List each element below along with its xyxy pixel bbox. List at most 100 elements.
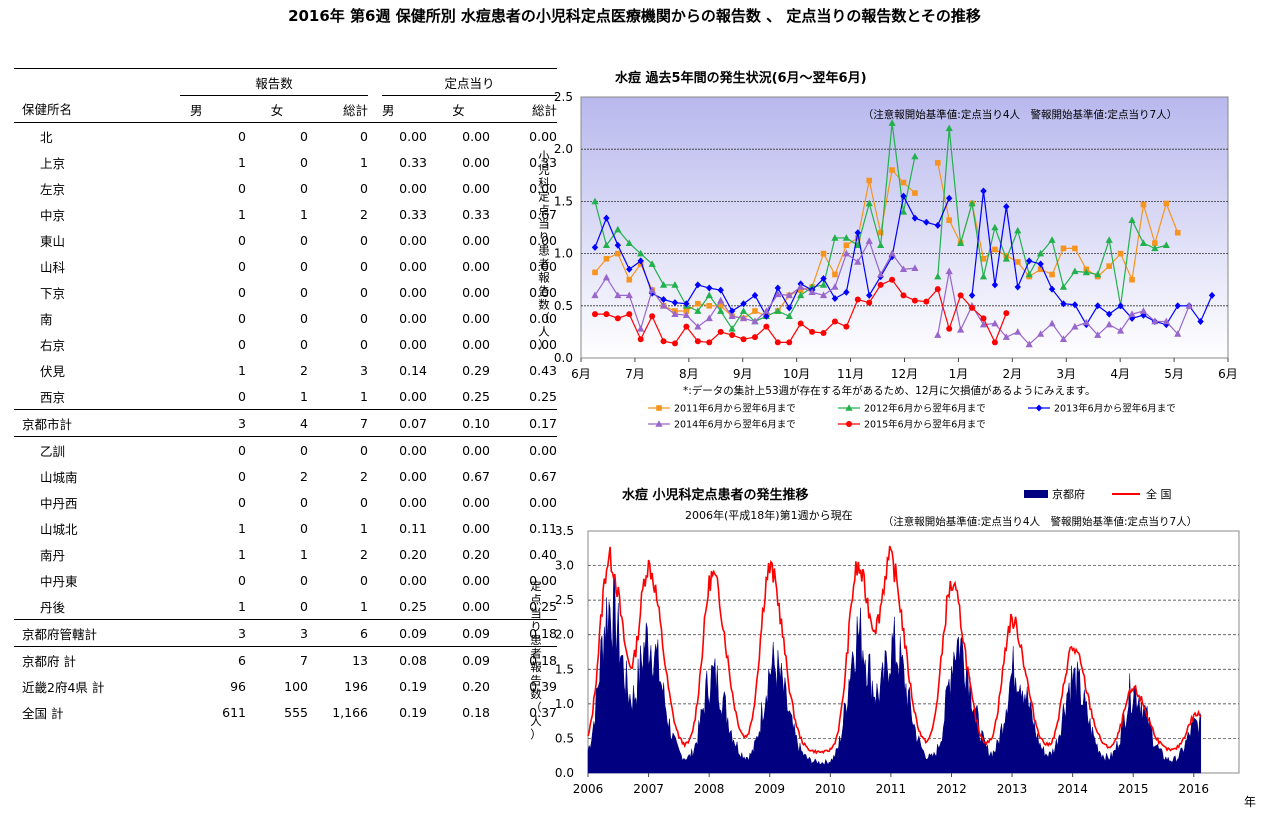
cell-total-rate: 0.33	[529, 154, 557, 170]
data-point	[809, 328, 816, 335]
cell-female-rate: 0.00	[462, 180, 490, 196]
data-point	[797, 320, 804, 327]
data-point	[1014, 226, 1022, 234]
data-point	[751, 334, 758, 341]
data-point	[1025, 257, 1033, 265]
data-point	[797, 287, 804, 293]
chart2-subtitle: 2006年(平成18年)第1週から現在	[685, 508, 853, 522]
data-point	[1014, 283, 1021, 291]
cell-total-rate: 0.00	[529, 442, 557, 458]
chart1-note: （注意報開始基準値:定点当り4人 警報開始基準値:定点当り7人）	[863, 108, 1177, 121]
cell-female-rate: 0.09	[427, 619, 490, 647]
data-point	[1162, 241, 1170, 249]
cell-total-rate: 0.18	[529, 652, 557, 668]
row-name: 乙訓	[40, 443, 66, 459]
y-tick-label: 1.0	[554, 247, 573, 261]
x-tick-label: 2016	[1179, 782, 1210, 796]
y-tick-label: 2.0	[554, 142, 573, 156]
data-point	[671, 281, 679, 288]
cell-total-rate: 0.00	[529, 232, 557, 248]
x-tick-label: 10月	[783, 367, 810, 381]
data-point	[842, 234, 850, 241]
data-point	[877, 229, 884, 236]
data-point	[854, 229, 861, 237]
cell-female-rate: 0.00	[462, 232, 490, 248]
data-point	[592, 311, 598, 318]
row-name: 丹後	[14, 593, 180, 620]
cell-total-rate: 0.40	[529, 546, 557, 562]
data-point	[957, 239, 965, 246]
five-year-chart: 水痘 過去5年間の発生状況(6月～翌年6月) （注意報開始基準値:定点当り4人 …	[538, 70, 1238, 431]
series-3	[591, 237, 1193, 348]
y-label-char: 児	[538, 163, 550, 177]
cell-female: 0	[300, 284, 308, 300]
table-row: 中丹西 0 0 0 0.00 0.00 0.00	[14, 489, 557, 515]
cell-total: 0	[360, 128, 368, 144]
cell-total-rate: 0.39	[529, 678, 557, 694]
data-point	[625, 291, 633, 299]
data-point	[865, 199, 873, 207]
cell-female-rate: 0.00	[427, 593, 490, 620]
data-point	[1037, 249, 1045, 257]
x-tick-label: 9月	[733, 367, 753, 381]
y-label-char: ）	[530, 728, 542, 742]
data-point	[1094, 270, 1102, 278]
data-point	[786, 304, 793, 312]
data-point	[1174, 229, 1181, 236]
legend-label: 2012年6月から翌年6月まで	[864, 403, 986, 415]
legend-item: 京都府	[1024, 487, 1085, 501]
x-tick-label: 2015	[1118, 782, 1149, 796]
data-point	[1208, 291, 1216, 299]
data-point	[706, 339, 713, 346]
cell-total-rate: 0.37	[529, 704, 557, 720]
data-point	[888, 119, 896, 126]
data-point	[797, 291, 805, 299]
y-label-char: 点	[530, 593, 542, 607]
cell-total: 0	[360, 284, 368, 300]
data-point	[934, 286, 941, 293]
data-point	[752, 308, 758, 314]
table-row: 西京 0 1 1 0.00 0.25 0.25	[14, 383, 557, 410]
legend-item: 2012年6月から翌年6月まで	[838, 403, 986, 415]
row-name: 近畿2府4県 計	[22, 679, 105, 695]
cell-male: 0	[238, 336, 246, 352]
data-point	[945, 124, 953, 132]
y-label-char: （	[538, 311, 550, 325]
cell-total-rate: 0.25	[490, 593, 557, 620]
legend-label: 京都府	[1052, 487, 1085, 501]
data-point	[1105, 310, 1113, 318]
table-row: 丹後 1 0 1 0.25 0.00 0.25	[14, 593, 557, 620]
cell-female: 4	[246, 409, 308, 437]
table-row: 山科 0 0 0 0.00 0.00 0.00	[14, 253, 557, 279]
cell-female: 0	[300, 180, 308, 196]
data-point	[1072, 245, 1078, 252]
y-tick-label: 1.5	[554, 194, 573, 208]
data-point	[694, 281, 702, 289]
data-point	[957, 326, 965, 333]
data-point	[1060, 300, 1067, 308]
row-name: 中丹東	[40, 573, 78, 589]
data-point	[1025, 270, 1033, 278]
data-point	[603, 256, 610, 262]
cell-female-rate: 0.00	[462, 258, 490, 274]
data-point	[1163, 200, 1170, 207]
data-point	[785, 312, 793, 320]
legend-item: 全 国	[1112, 487, 1172, 501]
cell-female: 0	[300, 442, 308, 458]
reports-header: 報告数	[180, 68, 368, 96]
data-point	[1128, 216, 1136, 223]
col-header-female2: 女	[427, 95, 490, 123]
data-point	[739, 314, 748, 322]
data-point	[694, 322, 702, 330]
cell-male-rate: 0.00	[399, 442, 427, 458]
table-row: 下京 0 0 0 0.00 0.00 0.00	[14, 279, 557, 305]
data-point	[980, 187, 987, 195]
y-label-char: り	[538, 230, 550, 244]
cell-female-rate: 0.00	[462, 572, 490, 588]
cell-female: 0	[300, 258, 308, 274]
data-point	[854, 235, 861, 241]
data-point	[614, 291, 622, 299]
data-point	[957, 292, 964, 299]
data-point	[739, 307, 748, 314]
data-point	[1071, 322, 1079, 330]
